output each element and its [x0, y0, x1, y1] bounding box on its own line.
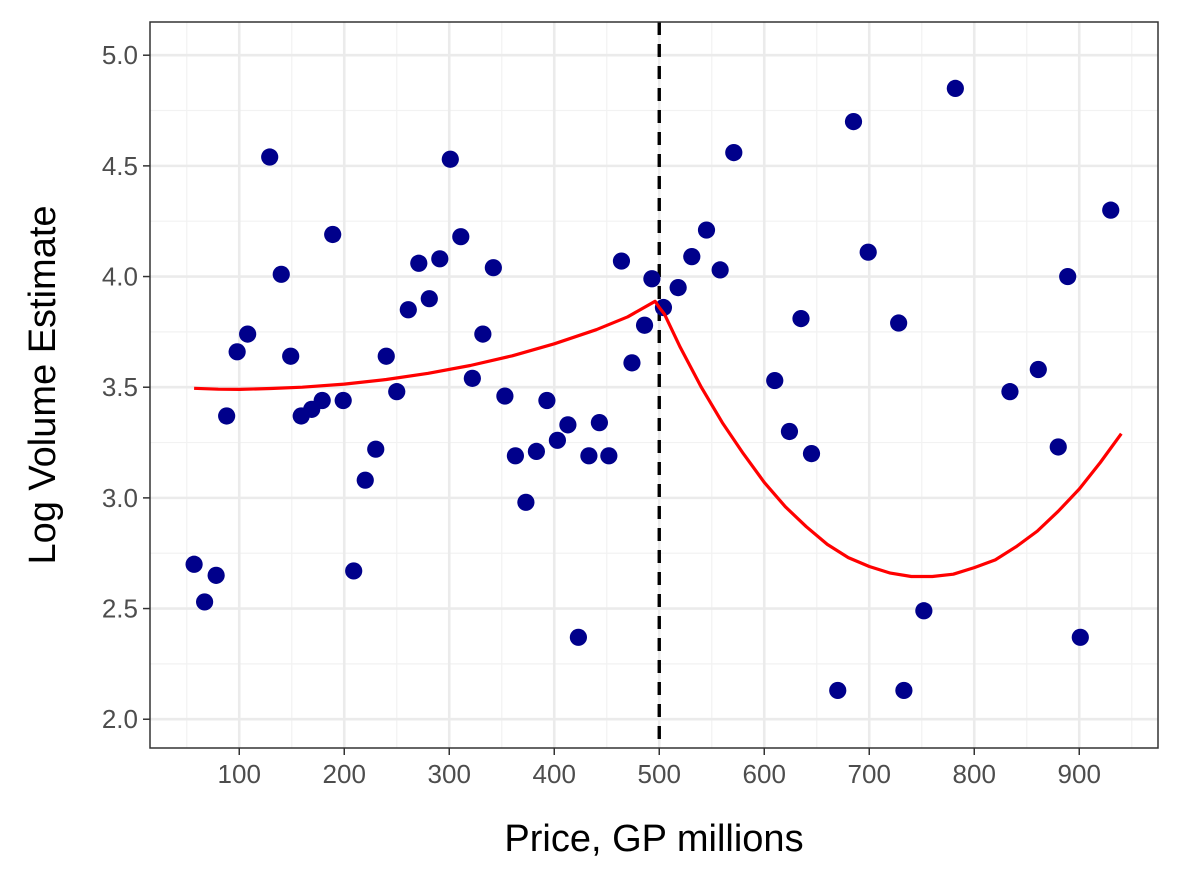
x-axis-title: Price, GP millions	[504, 818, 803, 860]
x-tick-label: 700	[848, 759, 891, 789]
data-point	[282, 347, 300, 365]
fitted-curves	[194, 299, 1123, 579]
data-point	[484, 259, 502, 277]
plot-panel-border	[149, 21, 1159, 749]
data-point	[580, 447, 598, 465]
data-point	[377, 347, 395, 365]
data-point	[334, 391, 352, 410]
data-point	[517, 493, 535, 511]
data-point	[802, 445, 821, 463]
data-point	[766, 371, 784, 390]
data-point	[1029, 360, 1047, 379]
data-point	[1001, 383, 1019, 401]
data-point	[207, 566, 225, 584]
data-point	[780, 422, 799, 441]
y-tick-label: 3.5	[102, 372, 138, 402]
data-point	[612, 252, 631, 270]
y-tick-label: 4.0	[102, 262, 138, 292]
data-point	[1049, 438, 1067, 456]
data-point	[890, 314, 908, 332]
data-point	[463, 369, 481, 387]
data-point	[669, 279, 687, 297]
data-point	[1102, 201, 1120, 219]
data-point	[683, 248, 701, 266]
data-point	[356, 471, 374, 489]
data-point	[345, 562, 363, 580]
x-tick-label: 800	[953, 759, 996, 789]
data-point	[367, 440, 385, 458]
data-point	[569, 628, 588, 646]
data-point	[623, 354, 641, 372]
y-axis-title: Log Volume Estimate	[22, 205, 64, 564]
data-point	[711, 261, 729, 279]
data-point	[600, 447, 618, 465]
data-point	[399, 301, 417, 319]
data-point	[431, 250, 449, 268]
data-point	[654, 298, 673, 317]
data-point	[1071, 628, 1089, 646]
data-point	[697, 221, 716, 239]
data-point	[643, 270, 661, 288]
data-point	[410, 254, 428, 272]
data-point	[420, 290, 438, 308]
data-point	[261, 148, 279, 166]
data-point	[272, 265, 290, 283]
x-tick-label: 100	[218, 759, 261, 789]
y-tick-label: 2.0	[102, 704, 138, 734]
y-tick-label: 4.5	[102, 151, 138, 181]
data-point	[1059, 267, 1077, 286]
x-tick-label: 900	[1058, 759, 1101, 789]
data-point	[895, 681, 913, 700]
data-point	[725, 143, 743, 162]
grid-lines	[150, 22, 1158, 748]
data-point	[792, 309, 810, 328]
data-point	[388, 383, 406, 401]
data-point	[496, 387, 514, 405]
x-tick-label: 400	[533, 759, 576, 789]
data-point	[452, 228, 470, 246]
data-point	[527, 442, 546, 461]
data-points	[185, 79, 1120, 700]
x-tick-label: 500	[638, 759, 681, 789]
data-point	[590, 414, 609, 432]
data-point	[844, 113, 863, 131]
x-tick-label: 200	[323, 759, 366, 789]
data-point	[239, 325, 257, 343]
y-tick-label: 3.0	[102, 483, 138, 513]
axes: 100 200 300 400 500 600 700 800 900 2.0 2.5 3.0 3.5 4…	[102, 40, 1101, 789]
data-point	[548, 431, 567, 449]
data-point	[218, 407, 236, 425]
data-point	[538, 391, 556, 410]
data-point	[474, 325, 492, 343]
data-point	[559, 416, 577, 434]
data-point	[635, 316, 654, 334]
x-tick-label: 600	[743, 759, 786, 789]
y-tick-label: 2.5	[102, 594, 138, 624]
y-tick-label: 5.0	[102, 40, 138, 70]
data-point	[228, 343, 246, 361]
data-point	[946, 79, 964, 98]
data-point	[915, 602, 933, 620]
data-point	[506, 447, 524, 465]
x-tick-label: 300	[428, 759, 471, 789]
fitted-curve	[194, 299, 1123, 579]
data-point	[324, 225, 342, 244]
data-point	[313, 391, 331, 410]
data-point	[859, 243, 877, 261]
data-point	[441, 150, 459, 168]
data-point	[829, 681, 847, 700]
data-point	[185, 555, 203, 573]
data-point	[196, 593, 214, 611]
